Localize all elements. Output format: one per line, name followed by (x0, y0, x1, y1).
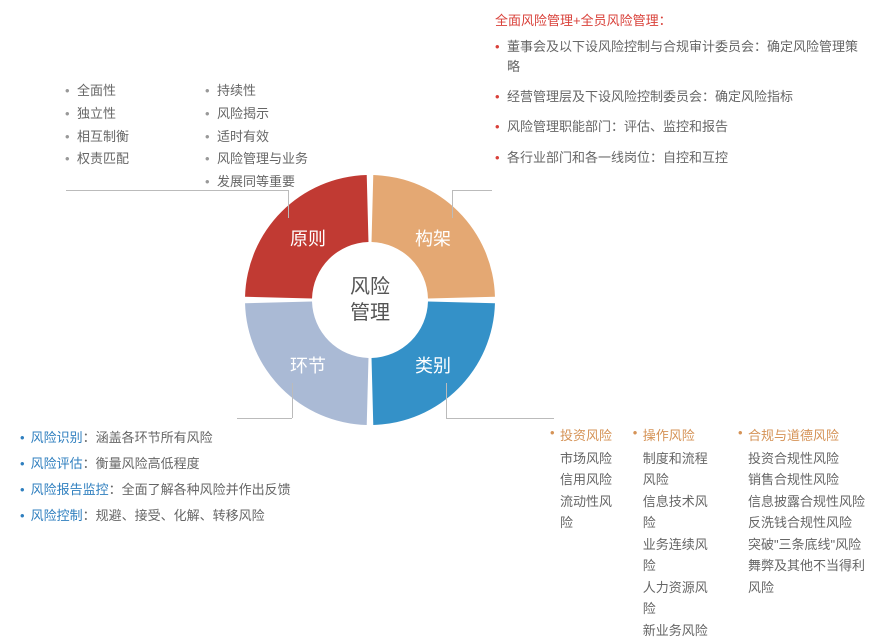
category-item: 销售合规性风险 (738, 469, 870, 490)
leader-line (446, 418, 554, 419)
category-column: 合规与道德风险投资合规性风险销售合规性风险信息披露合规性风险反洗钱合规性风险突破… (738, 425, 870, 641)
process-row: 风险报告监控：全面了解各种风险并作出反馈 (20, 477, 370, 503)
framework-item: 董事会及以下设风险控制与合规审计委员会：确定风险管理策略 (495, 37, 865, 77)
category-column: 操作风险制度和流程风险信息技术风险业务连续风险人力资源风险新业务风险 (633, 425, 738, 641)
process-text: ：衡量风险高低程度 (83, 456, 200, 471)
category-item: 信息披露合规性风险 (738, 491, 870, 512)
category-head: 合规与道德风险 (738, 425, 870, 444)
principles-item: 风险管理与业务 (205, 148, 345, 171)
leader-line (288, 190, 289, 218)
principles-item: 相互制衡 (65, 126, 205, 149)
principles-item: 持续性 (205, 80, 345, 103)
principles-item: 适时有效 (205, 126, 345, 149)
category-head: 操作风险 (633, 425, 720, 444)
process-text: ：全面了解各种风险并作出反馈 (109, 482, 291, 497)
category-item: 信息技术风险 (633, 491, 720, 534)
leader-line (292, 383, 293, 418)
category-item: 信用风险 (550, 469, 615, 490)
risk-donut-chart: 风险 管理 (240, 170, 500, 430)
leader-line (452, 190, 453, 218)
category-item: 新业务风险 (633, 620, 720, 641)
category-detail: 投资风险市场风险信用风险流动性风险操作风险制度和流程风险信息技术风险业务连续风险… (550, 425, 870, 641)
principles-item: 权责匹配 (65, 148, 205, 171)
principles-col2: 持续性风险揭示适时有效风险管理与业务发展同等重要 (205, 80, 345, 194)
category-item: 舞弊及其他不当得利风险 (738, 555, 870, 598)
framework-item: 各行业部门和各一线岗位：自控和互控 (495, 148, 865, 168)
principles-item: 风险揭示 (205, 103, 345, 126)
leader-line (237, 418, 292, 419)
process-text: ：涵盖各环节所有风险 (83, 430, 213, 445)
category-item: 人力资源风险 (633, 577, 720, 620)
leader-line (66, 190, 289, 191)
category-head: 投资风险 (550, 425, 615, 444)
process-text: ：规避、接受、化解、转移风险 (83, 508, 265, 523)
framework-title: 全面风险管理+全员风险管理： (495, 10, 865, 29)
process-detail: 风险识别：涵盖各环节所有风险风险评估：衡量风险高低程度风险报告监控：全面了解各种… (20, 425, 370, 529)
category-item: 制度和流程风险 (633, 448, 720, 491)
principles-item: 独立性 (65, 103, 205, 126)
principles-item: 全面性 (65, 80, 205, 103)
category-item: 投资合规性风险 (738, 448, 870, 469)
process-label: 风险控制 (20, 508, 83, 523)
process-row: 风险识别：涵盖各环节所有风险 (20, 425, 370, 451)
category-column: 投资风险市场风险信用风险流动性风险 (550, 425, 633, 641)
leader-line (446, 383, 447, 418)
donut-svg (240, 170, 500, 430)
principles-col1: 全面性独立性相互制衡权责匹配 (65, 80, 205, 171)
category-item: 市场风险 (550, 448, 615, 469)
donut-sector (372, 175, 495, 298)
category-item: 流动性风险 (550, 491, 615, 534)
framework-item: 经营管理层及下设风险控制委员会：确定风险指标 (495, 87, 865, 107)
framework-list: 董事会及以下设风险控制与合规审计委员会：确定风险管理策略经营管理层及下设风险控制… (495, 37, 865, 168)
process-label: 风险评估 (20, 456, 83, 471)
category-item: 业务连续风险 (633, 534, 720, 577)
process-row: 风险评估：衡量风险高低程度 (20, 451, 370, 477)
donut-sector (245, 302, 368, 425)
process-label: 风险识别 (20, 430, 83, 445)
principles-detail: 全面性独立性相互制衡权责匹配 持续性风险揭示适时有效风险管理与业务发展同等重要 (65, 80, 345, 194)
framework-detail: 全面风险管理+全员风险管理： 董事会及以下设风险控制与合规审计委员会：确定风险管… (495, 10, 865, 178)
donut-sector (372, 302, 495, 425)
framework-item: 风险管理职能部门：评估、监控和报告 (495, 117, 865, 137)
process-label: 风险报告监控 (20, 482, 109, 497)
process-row: 风险控制：规避、接受、化解、转移风险 (20, 503, 370, 529)
category-item: 反洗钱合规性风险 (738, 512, 870, 533)
category-item: 突破"三条底线"风险 (738, 534, 870, 555)
leader-line (452, 190, 492, 191)
